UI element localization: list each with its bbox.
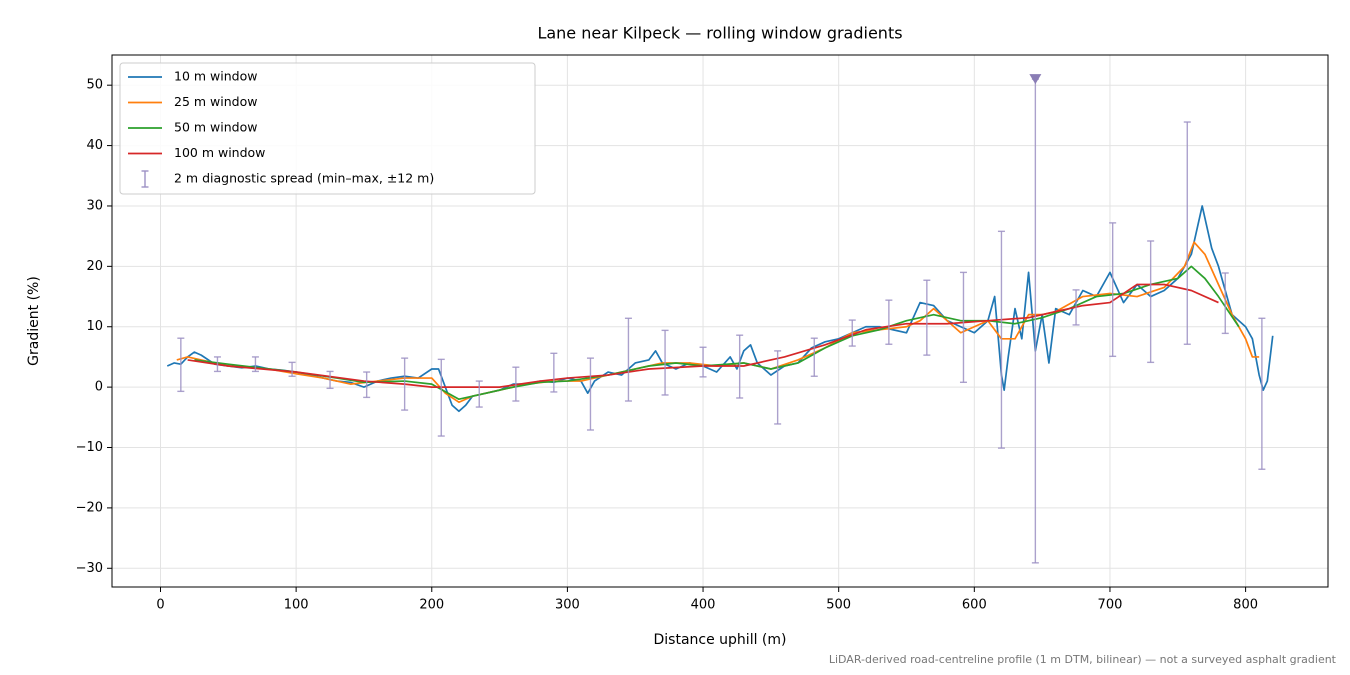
legend-label: 25 m window [174,94,257,109]
x-axis-label: Distance uphill (m) [654,632,787,648]
x-tick-label: 100 [284,598,309,613]
overflow-marker [1029,74,1042,85]
y-tick-label: −10 [76,440,103,455]
legend: 10 m window 25 m window 50 m window 100 m w… [119,62,536,195]
y-tick-label: 40 [86,138,103,153]
plot-area [166,74,1274,564]
y-tick-label: −30 [76,561,103,576]
y-tick-label: 50 [86,78,103,93]
x-tick-label: 300 [555,598,580,613]
x-tick-label: 500 [826,598,851,613]
y-tick-label: −20 [76,500,103,515]
x-tick-label: 600 [962,598,987,613]
legend-label: 100 m window [174,145,265,160]
y-tick-label: 10 [86,319,103,334]
y-tick-label: 30 [86,198,103,213]
x-tick-label: 700 [1098,598,1123,613]
legend-label: 2 m diagnostic spread (min–max, ±12 m) [174,171,434,186]
y-axis-label: Gradient (%) [26,276,42,366]
x-tick-label: 800 [1233,598,1258,613]
legend-label: 50 m window [174,120,257,135]
legend-label: 10 m window [174,69,257,84]
chart-title: Lane near Kilpeck — rolling window gradi… [537,24,902,43]
series-line [187,283,1219,388]
axes: 0 100 200 300 400 500 600 700 800 −30 −20 −10 0 10 20 3… [76,78,1258,613]
series-line [194,265,1240,401]
y-tick-label: 0 [95,380,103,395]
footnote: LiDAR-derived road-centreline profile (1… [829,653,1337,666]
x-tick-label: 200 [419,598,444,613]
legend-box [119,62,536,195]
x-tick-label: 400 [691,598,716,613]
x-tick-label: 0 [156,598,164,613]
axes-frame [111,54,1329,588]
y-tick-label: 20 [86,259,103,274]
